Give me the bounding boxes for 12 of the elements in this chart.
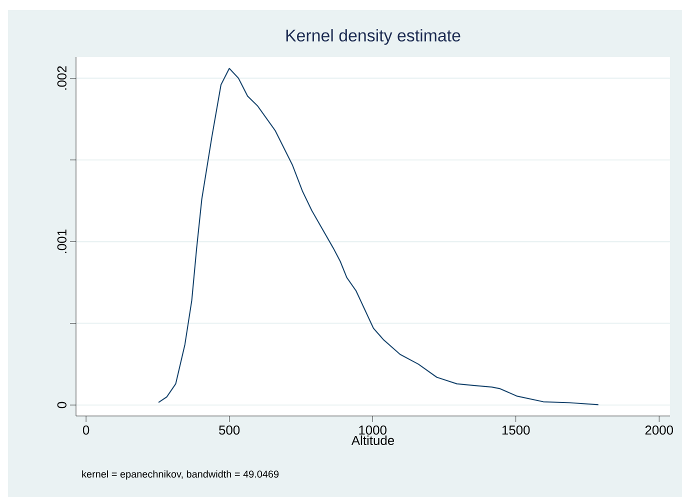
y-tick-label: .002 — [57, 66, 66, 90]
x-axis-title: Altitude — [351, 436, 394, 446]
x-tick-label: 2000 — [645, 426, 674, 435]
line-series — [158, 68, 599, 406]
y-tick-label: 0 — [57, 402, 66, 408]
x-tick-label: 0 — [82, 426, 90, 435]
y-tick-label: .001 — [57, 230, 66, 254]
x-tick-label: 1500 — [502, 426, 530, 435]
text: kernel = epanechnikov, bandwidth = 49.0469 — [82, 470, 279, 480]
x-tick-label: 500 — [219, 426, 240, 435]
chart-title: Kernel density estimate — [286, 29, 460, 45]
x-tick-label: 1000 — [359, 426, 386, 435]
